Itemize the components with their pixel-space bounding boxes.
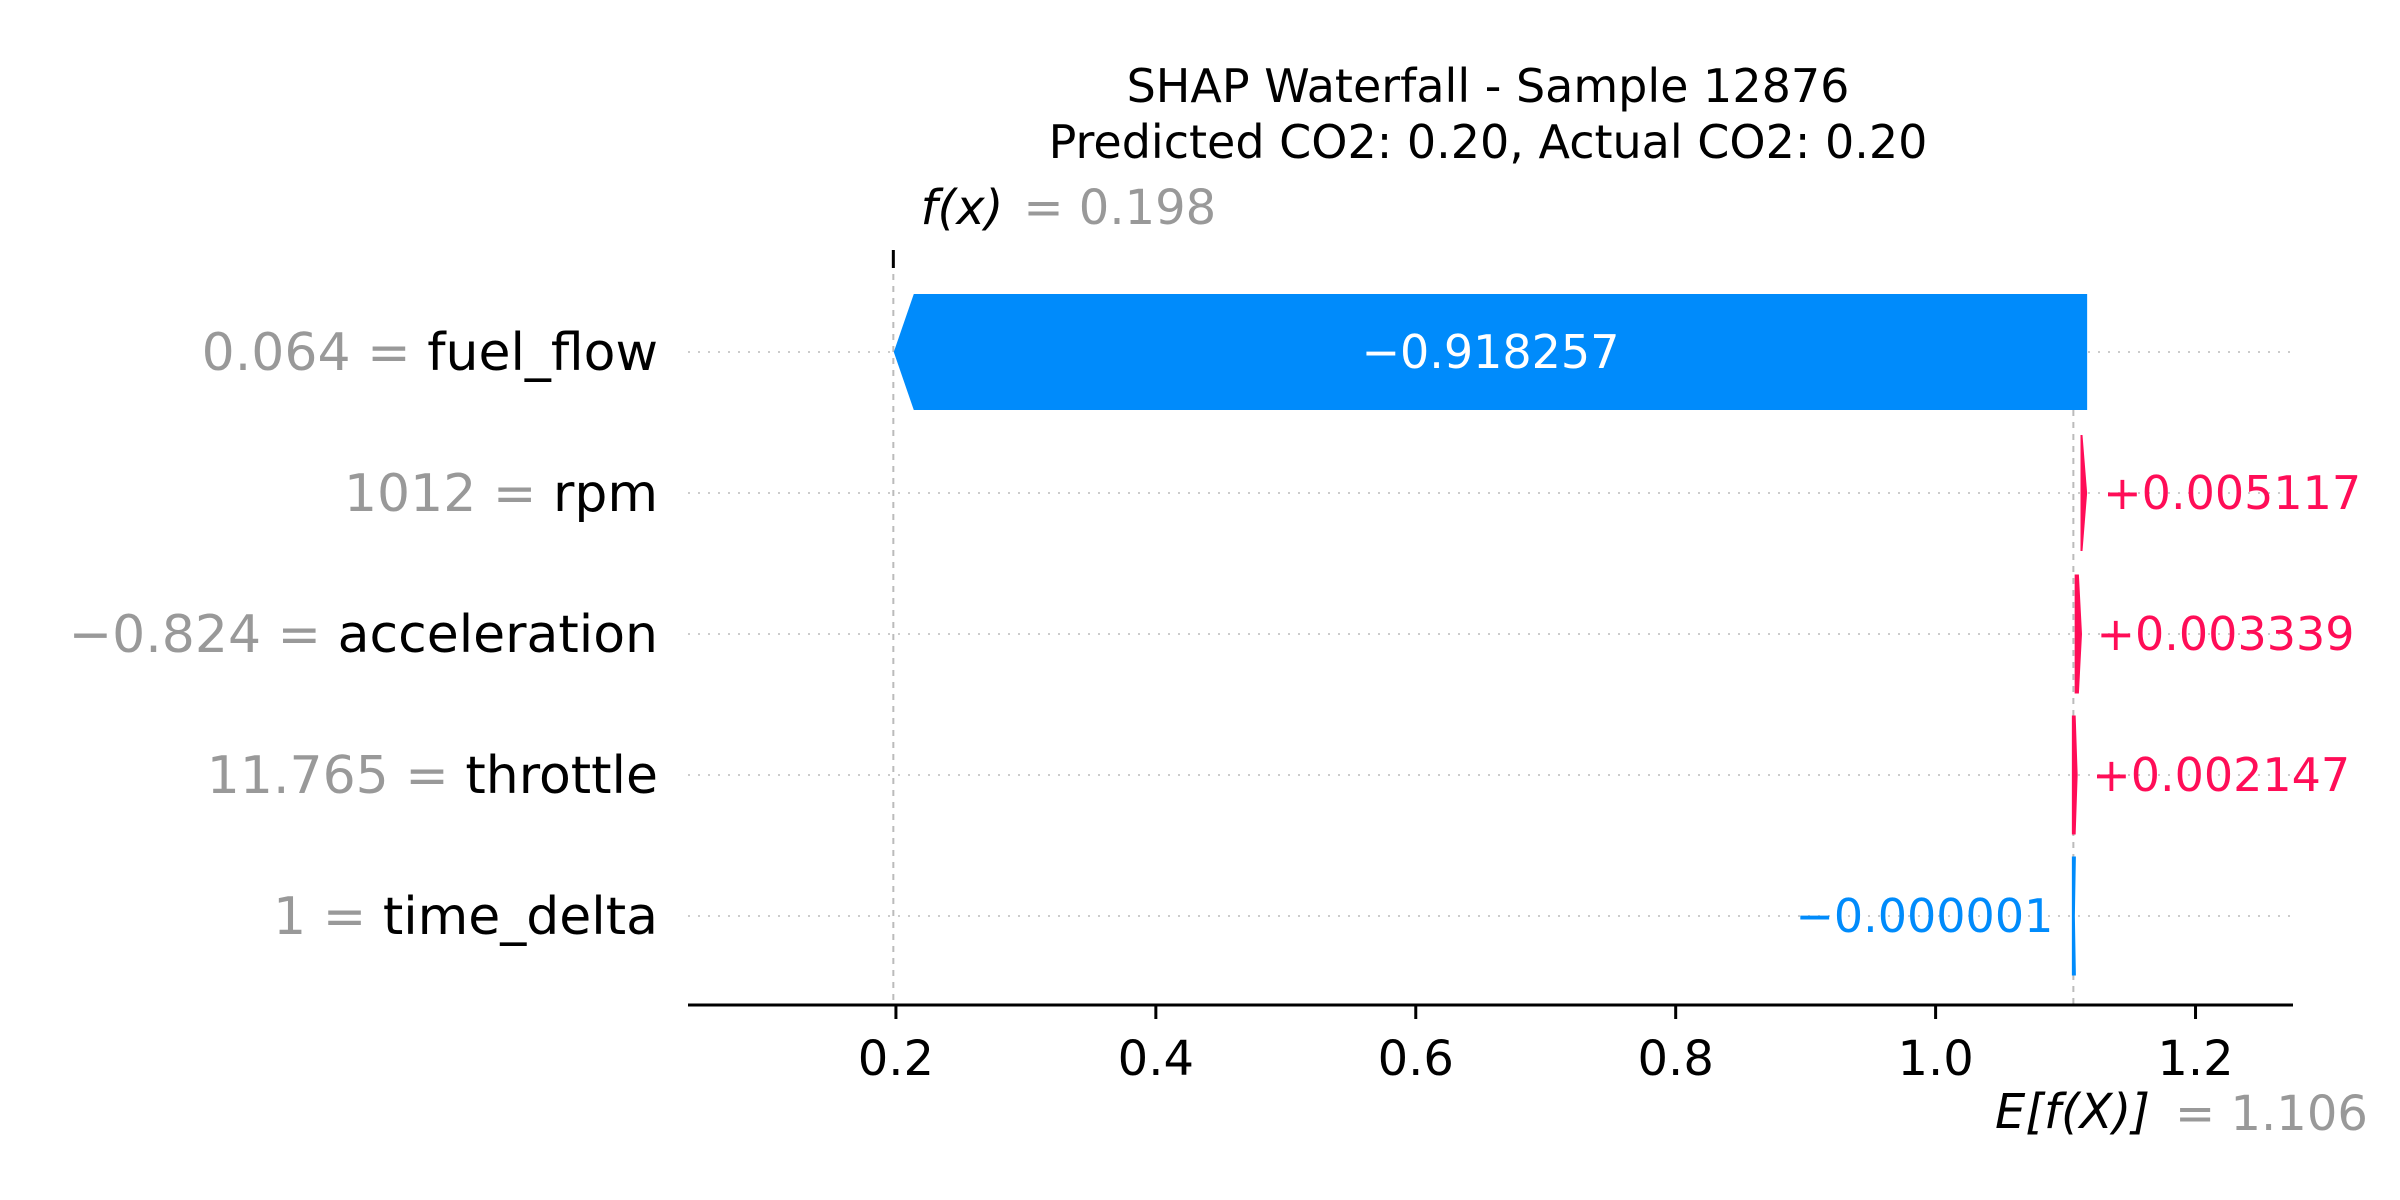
bar-time_delta bbox=[2071, 856, 2076, 976]
feature-name: acceleration bbox=[338, 605, 658, 665]
feature-label-time_delta: 1 = time_delta bbox=[273, 887, 658, 947]
x-tick-label-1: 0.4 bbox=[1118, 1031, 1194, 1087]
bar-label-rpm: +0.005117 bbox=[2103, 466, 2361, 520]
x-tick-label-3: 0.8 bbox=[1638, 1031, 1714, 1087]
feature-equals: = bbox=[261, 605, 338, 665]
feature-equals: = bbox=[476, 464, 553, 524]
feature-value: 1 bbox=[273, 887, 306, 947]
x-tick-label-2: 0.6 bbox=[1378, 1031, 1454, 1087]
feature-name: rpm bbox=[553, 464, 658, 524]
bar-label-throttle: +0.002147 bbox=[2092, 748, 2350, 802]
feature-label-rpm: 1012 = rpm bbox=[344, 464, 658, 524]
output-value-label: f(x) bbox=[921, 180, 1004, 236]
bars: −0.918257 +0.005117 +0.003339 +0.002147 −0.0… bbox=[893, 294, 2361, 976]
feature-value: 11.765 bbox=[207, 746, 389, 806]
x-tick-label-5: 1.2 bbox=[2157, 1031, 2233, 1087]
feature-name: time_delta bbox=[383, 887, 658, 947]
bar-acceleration bbox=[2074, 574, 2083, 694]
bar-rpm bbox=[2080, 435, 2088, 551]
bar-label-fuel_flow: −0.918257 bbox=[1361, 325, 1619, 379]
feature-equals: = bbox=[389, 746, 466, 806]
bar-label-acceleration: +0.003339 bbox=[2096, 607, 2354, 661]
feature-label-acceleration: −0.824 = acceleration bbox=[69, 605, 658, 665]
annotations: f(x) = 0.198 E[f(X)] = 1.106 bbox=[921, 180, 2368, 1142]
feature-equals: = bbox=[351, 323, 428, 383]
feature-name: fuel_flow bbox=[427, 323, 658, 383]
feature-label-fuel_flow: 0.064 = fuel_flow bbox=[202, 323, 658, 383]
bar-throttle bbox=[2071, 715, 2078, 835]
feature-value: 0.064 bbox=[202, 323, 351, 383]
base-value-label: E[f(X)] bbox=[1995, 1084, 2150, 1140]
chart-title-line-1: SHAP Waterfall - Sample 12876 bbox=[1127, 59, 1850, 113]
base-value-text: = 1.106 bbox=[2175, 1086, 2368, 1142]
feature-equals: = bbox=[306, 887, 383, 947]
feature-name: throttle bbox=[465, 746, 658, 806]
x-tick-label-4: 1.0 bbox=[1897, 1031, 1973, 1087]
bar-label-time_delta: −0.000001 bbox=[1795, 889, 2053, 943]
feature-labels: 0.064 = fuel_flow 1012 = rpm −0.824 = acce… bbox=[69, 323, 658, 947]
x-axis: 0.2 0.4 0.6 0.8 1.0 1.2 bbox=[688, 1003, 2293, 1087]
feature-value: −0.824 bbox=[69, 605, 261, 665]
feature-label-throttle: 11.765 = throttle bbox=[207, 746, 658, 806]
bar-fuel_flow bbox=[893, 294, 2088, 410]
chart-title-line-2: Predicted CO2: 0.20, Actual CO2: 0.20 bbox=[1049, 115, 1928, 169]
feature-value: 1012 bbox=[344, 464, 476, 524]
output-value-text: = 0.198 bbox=[1023, 180, 1216, 236]
x-tick-label-0: 0.2 bbox=[858, 1031, 934, 1087]
